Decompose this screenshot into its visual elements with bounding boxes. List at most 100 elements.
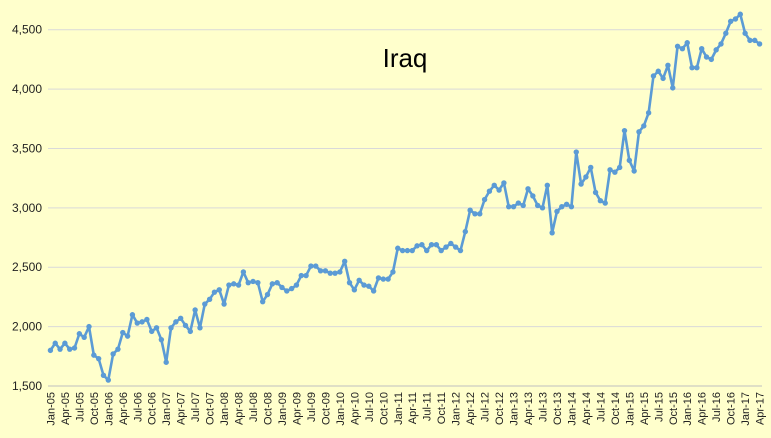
data-point	[689, 64, 695, 71]
x-tick-label: Jan-16	[682, 392, 694, 426]
data-point	[501, 180, 507, 186]
x-tick-label: Apr-06	[118, 392, 130, 425]
x-tick-label: Jan-12	[451, 392, 463, 426]
data-point	[144, 316, 150, 323]
x-tick-label: Apr-11	[407, 392, 419, 424]
data-point	[742, 30, 748, 36]
data-point	[631, 168, 637, 174]
chart-title: Iraq	[383, 43, 428, 73]
x-tick-label: Jan-17	[740, 392, 752, 426]
data-point	[134, 320, 140, 326]
y-axis-ticks: 1,500 2,000 2,500 3,000 3,500 4,000 4,500	[12, 23, 42, 393]
x-tick-label: Jul-11	[422, 392, 434, 421]
x-tick-label: Jan-05	[45, 392, 57, 426]
data-point	[91, 352, 97, 358]
data-point	[737, 11, 743, 17]
data-point	[86, 323, 92, 330]
x-tick-label: Oct-08	[263, 392, 275, 425]
data-point	[694, 64, 700, 71]
data-point	[76, 331, 83, 337]
x-tick-label: Jan-11	[393, 392, 405, 425]
data-point	[626, 157, 633, 164]
data-point	[337, 269, 343, 275]
x-tick-label: Jul-15	[653, 392, 665, 422]
data-point	[231, 281, 237, 287]
x-tick-label: Oct-15	[668, 392, 680, 425]
x-tick-label: Apr-14	[581, 392, 593, 425]
data-point	[583, 174, 589, 180]
data-point	[496, 187, 502, 193]
data-point	[298, 272, 304, 279]
x-tick-label: Apr-10	[349, 392, 361, 425]
data-point	[578, 181, 584, 187]
data-point	[592, 189, 599, 196]
data-point	[670, 85, 676, 91]
data-point	[211, 289, 218, 295]
data-point	[568, 203, 575, 210]
data-point	[390, 269, 396, 275]
data-point	[698, 45, 705, 52]
data-point	[534, 202, 541, 209]
data-point	[293, 282, 300, 288]
data-point	[544, 182, 551, 188]
x-tick-label: Jul-08	[248, 392, 260, 422]
data-point	[341, 258, 348, 264]
y-tick-label: 4,500	[12, 23, 42, 37]
data-point	[573, 149, 579, 155]
data-point	[361, 282, 367, 288]
data-point	[650, 73, 657, 79]
data-point	[747, 37, 753, 44]
data-point	[563, 201, 570, 207]
data-point	[457, 247, 464, 254]
data-point	[366, 283, 372, 289]
x-tick-label: Oct-06	[147, 392, 159, 425]
data-point	[486, 188, 493, 194]
data-point	[428, 241, 435, 248]
data-point	[187, 328, 194, 335]
data-point	[332, 270, 338, 276]
data-point	[404, 247, 411, 254]
x-tick-label: Oct-13	[552, 392, 564, 425]
data-point	[120, 329, 126, 336]
x-tick-label: Jul-07	[190, 392, 202, 422]
data-point	[713, 47, 719, 53]
x-tick-label: Apr-12	[465, 392, 477, 425]
data-point	[414, 243, 420, 249]
data-point	[549, 230, 555, 236]
data-point	[462, 228, 469, 235]
data-point	[105, 377, 112, 383]
data-point	[539, 205, 546, 211]
data-point	[636, 129, 642, 135]
data-point	[467, 207, 473, 213]
data-point	[317, 268, 324, 274]
data-point	[385, 276, 391, 282]
data-point	[52, 340, 58, 346]
data-point	[47, 347, 54, 354]
x-tick-label: Jul-16	[711, 392, 723, 422]
data-point	[472, 211, 478, 217]
y-tick-label: 2,500	[12, 260, 42, 274]
gridlines	[48, 29, 762, 328]
data-point	[660, 75, 666, 82]
data-point	[288, 285, 295, 292]
data-point	[274, 279, 280, 286]
data-point	[62, 340, 68, 346]
data-point	[375, 275, 382, 281]
x-tick-label: Oct-12	[494, 392, 506, 425]
data-point	[177, 315, 184, 322]
data-point	[510, 203, 517, 210]
data-point	[303, 272, 309, 279]
data-point	[255, 279, 261, 286]
data-point	[240, 269, 247, 275]
y-tick-label: 3,500	[12, 141, 42, 155]
data-point	[443, 244, 449, 250]
data-point	[245, 279, 251, 286]
data-point	[356, 277, 362, 283]
x-tick-label: Jul-12	[480, 392, 492, 422]
data-point	[168, 325, 174, 331]
data-point	[139, 319, 145, 325]
x-tick-label: Jan-14	[566, 392, 578, 426]
data-point	[235, 282, 242, 288]
data-point	[419, 241, 425, 248]
